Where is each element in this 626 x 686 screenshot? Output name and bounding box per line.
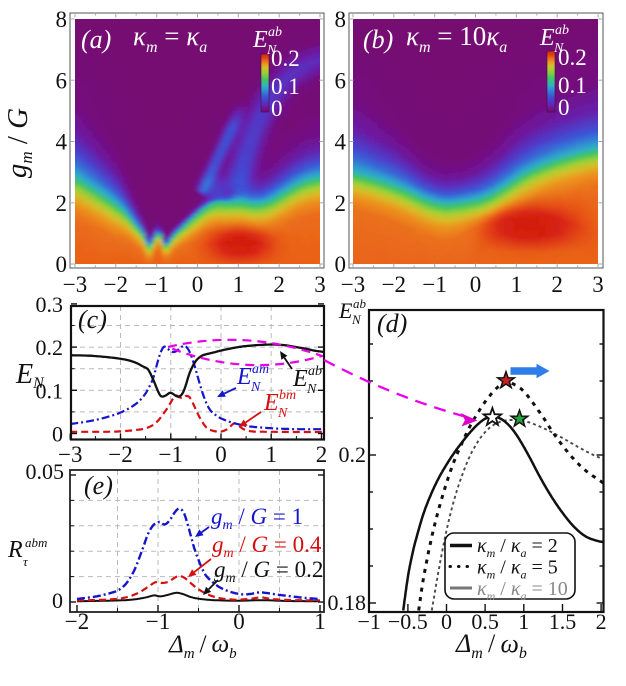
- svg-text:gm / G = 1: gm / G = 1: [211, 504, 303, 533]
- svg-text:0.2: 0.2: [271, 46, 300, 71]
- svg-text:E: E: [539, 25, 555, 51]
- svg-text:0: 0: [335, 252, 347, 277]
- svg-text:0: 0: [52, 422, 63, 447]
- svg-text:ab: ab: [555, 23, 569, 38]
- svg-text:E: E: [292, 366, 308, 392]
- svg-text:am: am: [252, 362, 269, 377]
- svg-text:1: 1: [518, 609, 529, 634]
- svg-text:E: E: [236, 364, 252, 390]
- svg-text:N: N: [250, 380, 261, 395]
- svg-text:(b): (b): [363, 25, 393, 54]
- svg-text:E: E: [252, 27, 268, 53]
- svg-text:−3: −3: [63, 272, 87, 297]
- svg-text:1.5: 1.5: [549, 609, 577, 634]
- svg-text:τ: τ: [23, 554, 29, 569]
- svg-text:0: 0: [441, 609, 452, 634]
- svg-text:Δm / ωb: Δm / ωb: [455, 629, 527, 662]
- svg-text:0: 0: [271, 96, 283, 121]
- svg-text:0.1: 0.1: [36, 378, 64, 403]
- svg-text:−2: −2: [65, 609, 89, 634]
- svg-text:3: 3: [592, 272, 604, 297]
- svg-text:Δm / ωb: Δm / ωb: [168, 631, 237, 662]
- svg-text:0.2: 0.2: [558, 45, 587, 70]
- svg-text:−1: −1: [422, 272, 446, 297]
- svg-text:0.05: 0.05: [26, 459, 65, 484]
- svg-text:2: 2: [335, 191, 347, 216]
- svg-text:6: 6: [335, 68, 347, 93]
- svg-text:gm / G = 0.4: gm / G = 0.4: [212, 532, 322, 561]
- svg-text:0.5: 0.5: [471, 609, 499, 634]
- svg-text:0: 0: [56, 252, 68, 277]
- svg-text:0: 0: [470, 272, 482, 297]
- svg-text:EN: EN: [15, 359, 45, 392]
- svg-text:8: 8: [335, 7, 347, 32]
- svg-text:E: E: [338, 298, 353, 323]
- svg-text:N: N: [553, 41, 564, 56]
- svg-text:8: 8: [56, 7, 68, 32]
- svg-text:2: 2: [316, 442, 328, 467]
- svg-text:abm: abm: [25, 535, 47, 550]
- svg-text:ab: ab: [268, 25, 282, 40]
- svg-text:2: 2: [56, 191, 68, 216]
- svg-text:ab: ab: [353, 296, 367, 311]
- svg-text:(a): (a): [81, 25, 111, 54]
- svg-text:−1: −1: [159, 442, 183, 467]
- svg-text:0.2: 0.2: [36, 335, 64, 360]
- svg-text:N: N: [306, 382, 317, 397]
- svg-text:6: 6: [56, 68, 68, 93]
- svg-text:0.1: 0.1: [271, 74, 300, 99]
- svg-text:N: N: [277, 406, 288, 421]
- svg-text:2: 2: [273, 272, 285, 297]
- svg-text:2: 2: [551, 272, 563, 297]
- svg-text:gm / G: gm / G: [1, 108, 36, 178]
- svg-text:0: 0: [52, 588, 63, 613]
- svg-text:E: E: [263, 390, 279, 416]
- svg-text:−0.5: −0.5: [388, 609, 428, 634]
- svg-text:0.3: 0.3: [36, 292, 64, 317]
- svg-text:κm = κa: κm = κa: [133, 21, 207, 56]
- svg-text:−1: −1: [144, 272, 168, 297]
- svg-text:N: N: [266, 43, 277, 58]
- svg-text:1: 1: [266, 442, 278, 467]
- svg-text:4: 4: [56, 130, 68, 155]
- svg-text:0: 0: [215, 442, 227, 467]
- svg-text:0.1: 0.1: [558, 73, 587, 98]
- svg-text:1: 1: [314, 609, 326, 634]
- svg-text:−2: −2: [382, 272, 406, 297]
- svg-text:gm / G = 0.2: gm / G = 0.2: [214, 557, 323, 586]
- svg-text:0: 0: [558, 95, 570, 120]
- svg-text:R: R: [7, 537, 23, 563]
- svg-text:0: 0: [192, 272, 204, 297]
- svg-text:−2: −2: [104, 272, 128, 297]
- svg-text:−3: −3: [341, 272, 365, 297]
- svg-text:bm: bm: [279, 388, 296, 403]
- svg-text:(d): (d): [377, 309, 407, 338]
- svg-text:1: 1: [233, 272, 245, 297]
- svg-text:0: 0: [233, 609, 245, 634]
- svg-text:−3: −3: [58, 442, 82, 467]
- svg-text:(c): (c): [78, 305, 107, 334]
- svg-text:−1: −1: [357, 609, 380, 634]
- svg-text:N: N: [351, 312, 362, 327]
- svg-text:1: 1: [511, 272, 523, 297]
- svg-text:ab: ab: [308, 364, 322, 379]
- svg-text:3: 3: [314, 272, 326, 297]
- svg-text:−2: −2: [108, 442, 132, 467]
- svg-text:0.2: 0.2: [339, 442, 367, 467]
- svg-text:0.18: 0.18: [328, 590, 367, 615]
- svg-text:4: 4: [335, 130, 347, 155]
- svg-text:−1: −1: [146, 609, 170, 634]
- svg-text:2: 2: [596, 609, 607, 634]
- svg-text:(e): (e): [84, 471, 113, 500]
